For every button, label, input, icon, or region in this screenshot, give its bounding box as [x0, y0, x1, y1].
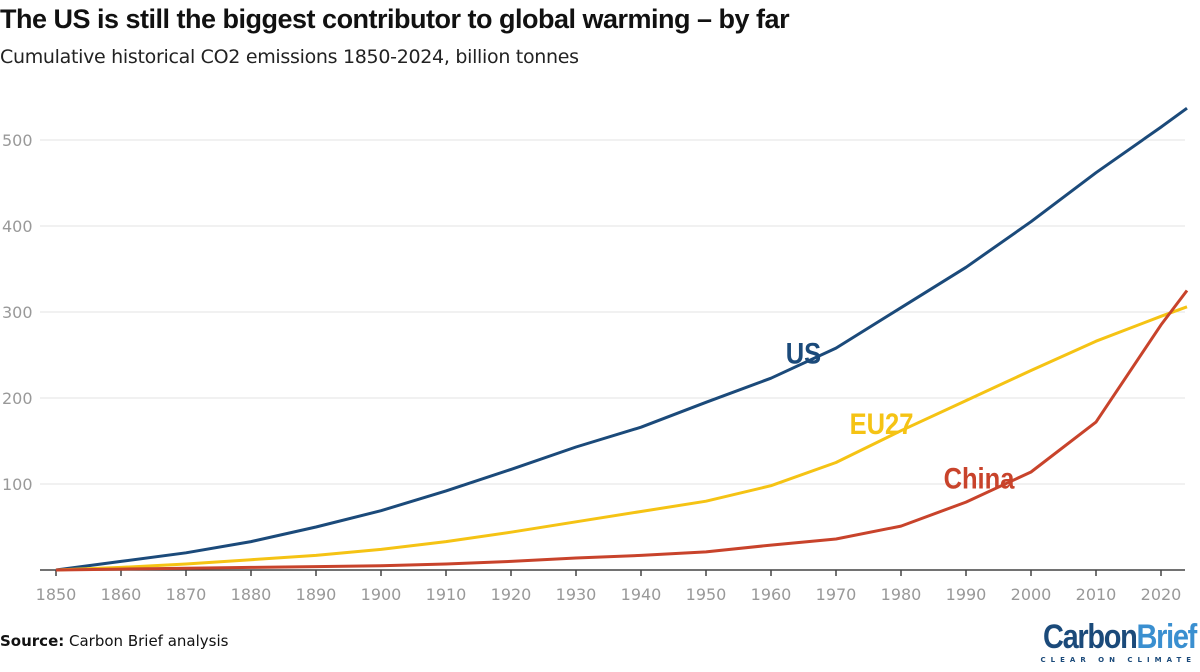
x-tick-label: 1980: [881, 585, 922, 604]
logo-word2: Brief: [1136, 618, 1198, 656]
series-label-us: US: [786, 337, 821, 370]
source-text: Carbon Brief analysis: [64, 632, 229, 650]
logo-word1: Carbon: [1043, 618, 1138, 656]
x-tick-label: 1910: [426, 585, 467, 604]
line-chart: 100 200 300 400 500 1850 1860 1870 1880 1890 1900 1…: [2, 106, 1189, 604]
y-tick-label: 200: [2, 389, 33, 408]
x-tick-label: 1920: [491, 585, 532, 604]
x-tick-label: 1900: [361, 585, 402, 604]
x-tick-label: 1960: [751, 585, 792, 604]
x-tick-label: 2000: [1011, 585, 1052, 604]
chart-subtitle: Cumulative historical CO2 emissions 1850…: [0, 46, 579, 68]
carbon-brief-logo: CarbonBrief CLEAR ON CLIMATE: [1016, 618, 1198, 664]
y-tick-label: 500: [2, 131, 33, 150]
x-tick-label: 1890: [296, 585, 337, 604]
x-tick-label: 1860: [101, 585, 142, 604]
x-tick-label: 2020: [1141, 585, 1182, 604]
x-tick-label: 2010: [1076, 585, 1117, 604]
y-tick-label: 400: [2, 217, 33, 236]
chart-title: The US is still the biggest contributor …: [0, 4, 790, 34]
series-line-china: [55, 289, 1189, 572]
y-tick-label: 300: [2, 303, 33, 322]
x-tick-label: 1930: [556, 585, 597, 604]
y-tick-label: 100: [2, 475, 33, 494]
x-tick-label: 1940: [621, 585, 662, 604]
series-label-eu27: EU27: [850, 407, 914, 440]
series-label-china: China: [944, 461, 1015, 494]
x-tick-label: 1850: [36, 585, 77, 604]
x-tick-label: 1950: [686, 585, 727, 604]
x-tick-label: 1880: [231, 585, 272, 604]
x-tick-label: 1870: [166, 585, 207, 604]
source-note: Source: Carbon Brief analysis: [0, 632, 228, 650]
x-tick-label: 1990: [946, 585, 987, 604]
logo-tagline: CLEAR ON CLIMATE: [1040, 656, 1196, 664]
x-tick-label: 1970: [816, 585, 857, 604]
source-label: Source:: [0, 632, 65, 650]
series-line-eu27: [55, 305, 1188, 572]
series-line-us: [55, 106, 1188, 572]
